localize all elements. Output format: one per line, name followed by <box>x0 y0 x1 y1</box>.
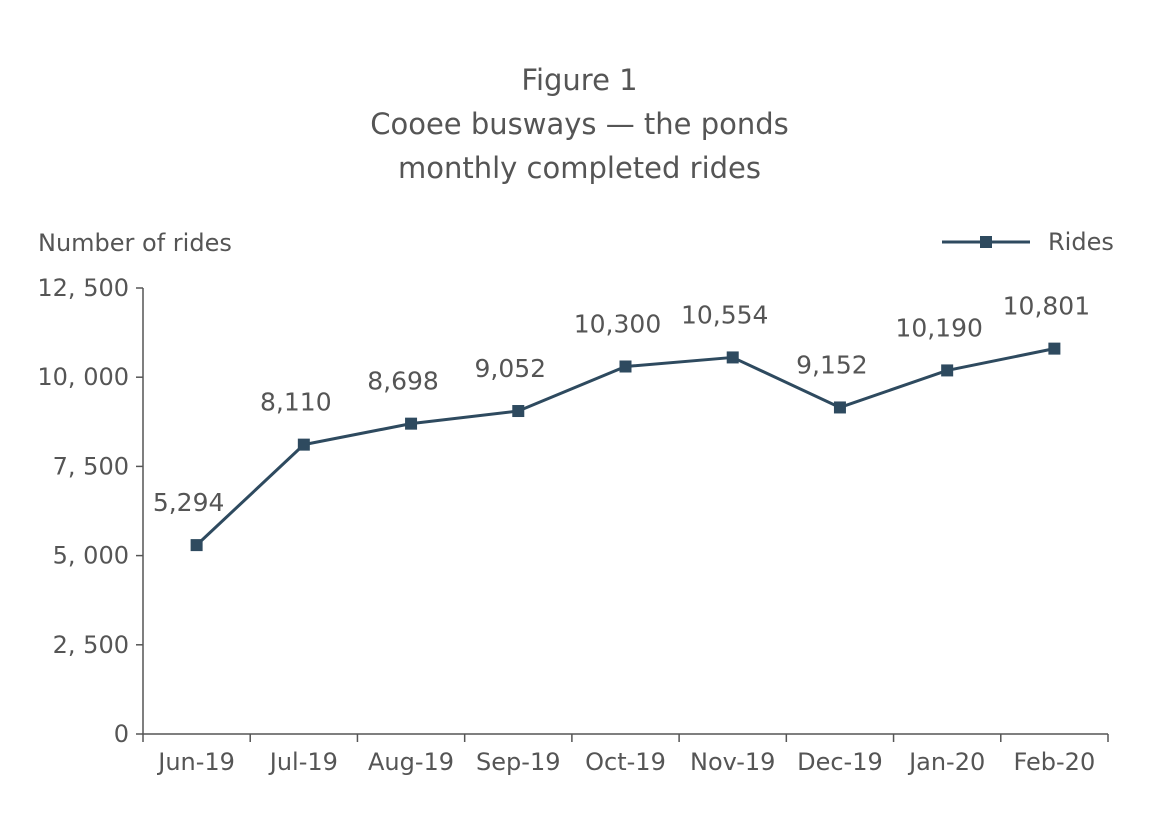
x-tick-label: Nov-19 <box>690 748 775 776</box>
y-tick-label: 5, 000 <box>53 542 129 570</box>
y-axis-ticks: 0 2, 500 5, 000 7, 500 10, 000 12, 500 <box>37 274 143 748</box>
data-label: 9,052 <box>474 354 546 383</box>
data-point-marker <box>619 360 632 373</box>
axes <box>142 288 1108 735</box>
chart-subtitle-line-1: Cooee busways — the ponds <box>370 107 789 141</box>
x-tick-label: Jan-20 <box>907 748 985 776</box>
data-point-marker <box>941 364 954 377</box>
data-point-marker <box>405 417 418 430</box>
chart-subtitle-line-2: monthly completed rides <box>398 151 761 185</box>
y-tick-label: 0 <box>114 720 129 748</box>
y-tick-label: 10, 000 <box>37 363 129 391</box>
data-point-marker <box>833 401 846 414</box>
data-point-marker <box>297 438 310 451</box>
x-tick-label: Dec-19 <box>797 748 883 776</box>
data-point-marker <box>512 405 525 418</box>
x-tick-label: Jul-19 <box>268 748 338 776</box>
data-labels: 5,294 8,110 8,698 9,052 10,300 10,554 9,152 10,… <box>153 292 1090 517</box>
data-point-marker <box>726 351 739 364</box>
legend-label-rides: Rides <box>1048 228 1114 256</box>
data-label: 8,698 <box>367 367 439 396</box>
x-tick-label: Aug-19 <box>368 748 454 776</box>
data-label: 5,294 <box>153 488 225 517</box>
x-tick-label: Oct-19 <box>585 748 666 776</box>
y-tick-label: 2, 500 <box>53 631 129 659</box>
data-label: 8,110 <box>260 388 332 417</box>
x-axis-ticks: Jun-19 Jul-19 Aug-19 Sep-19 Oct-19 Nov-19 Dec-… <box>142 734 1109 776</box>
series-line <box>195 347 1055 547</box>
data-label: 10,300 <box>574 309 661 338</box>
y-tick-label: 7, 500 <box>53 452 129 480</box>
legend-marker-swatch <box>980 236 992 248</box>
x-tick-label: Sep-19 <box>476 748 560 776</box>
data-point-marker <box>1048 342 1061 355</box>
data-label: 9,152 <box>796 350 868 379</box>
x-tick-label: Jun-19 <box>156 748 235 776</box>
data-point-marker <box>190 539 203 552</box>
chart-title-block: Figure 1 Cooee busways — the ponds month… <box>0 58 1159 190</box>
data-label: 10,554 <box>681 300 768 329</box>
y-axis-title: Number of rides <box>38 229 232 257</box>
legend: Rides <box>942 228 1114 256</box>
y-tick-label: 12, 500 <box>37 274 129 302</box>
chart-title: Figure 1 <box>521 63 638 97</box>
series-rides <box>190 342 1061 552</box>
data-label: 10,801 <box>1003 292 1090 321</box>
data-label: 10,190 <box>895 313 982 342</box>
x-tick-label: Feb-20 <box>1014 748 1096 776</box>
